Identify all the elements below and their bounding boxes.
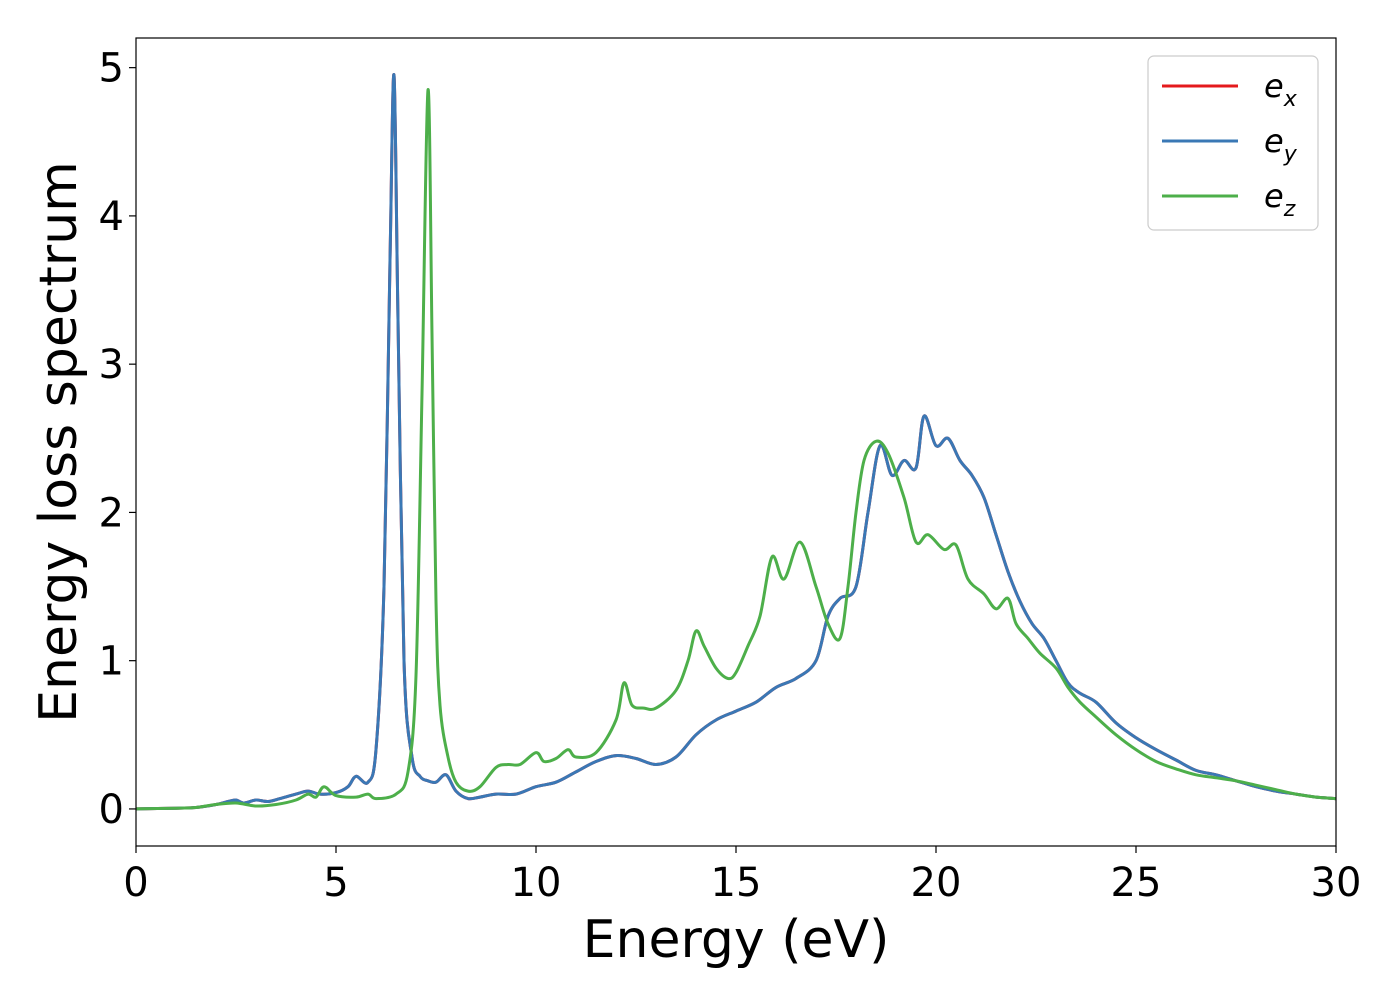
x-tick-label: 15 — [711, 860, 762, 906]
x-axis-label: Energy (eV) — [583, 910, 890, 970]
y-tick-label: 1 — [99, 639, 124, 685]
y-axis: 0 1 2 3 4 5 — [99, 46, 136, 833]
y-tick-label: 2 — [99, 490, 124, 536]
y-tick-label: 5 — [99, 46, 124, 92]
y-axis-label: Energy loss spectrum — [29, 161, 89, 723]
x-tick-label: 30 — [1311, 860, 1362, 906]
y-tick-label: 0 — [99, 787, 124, 833]
y-tick-label: 4 — [99, 194, 124, 240]
series-line-y — [135, 73, 1337, 811]
x-tick-label: 0 — [123, 860, 148, 906]
x-tick-label: 5 — [323, 860, 348, 906]
x-tick-label: 25 — [1111, 860, 1162, 906]
series-line-z — [135, 88, 1337, 811]
x-axis: 0 5 10 15 20 25 30 — [123, 846, 1361, 906]
series-layer — [135, 73, 1337, 811]
x-tick-label: 20 — [911, 860, 962, 906]
y-tick-label: 3 — [99, 342, 124, 388]
legend-box — [1147, 55, 1319, 231]
x-tick-label: 10 — [511, 860, 562, 906]
